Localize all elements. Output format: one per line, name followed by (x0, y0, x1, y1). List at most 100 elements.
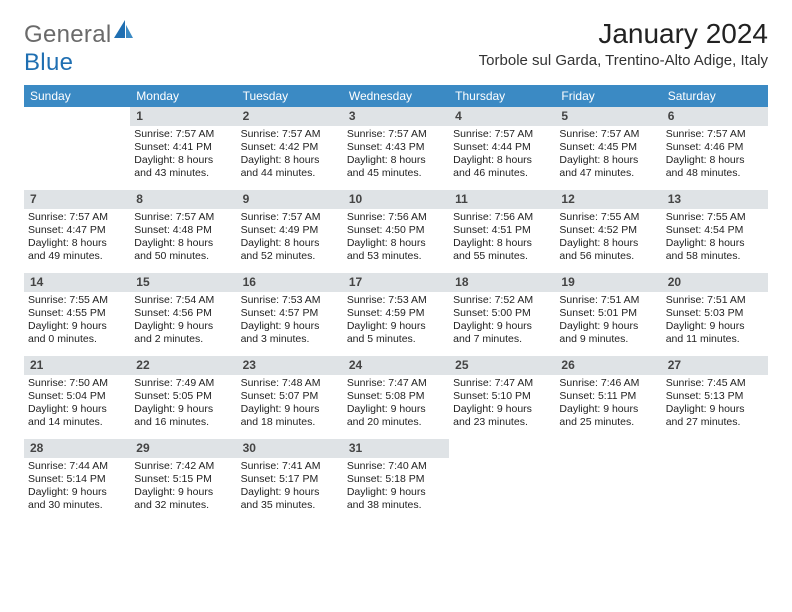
day-number: 3 (343, 107, 449, 126)
day-number: 27 (662, 356, 768, 375)
day-details: Sunrise: 7:54 AMSunset: 4:56 PMDaylight:… (130, 294, 236, 351)
day-detail-line: Daylight: 9 hours (559, 320, 657, 333)
day-detail-line: Sunrise: 7:57 AM (347, 128, 445, 141)
day-details: Sunrise: 7:57 AMSunset: 4:45 PMDaylight:… (555, 128, 661, 185)
day-number: 1 (130, 107, 236, 126)
day-detail-line: Sunset: 4:42 PM (241, 141, 339, 154)
day-cell: 15Sunrise: 7:54 AMSunset: 4:56 PMDayligh… (130, 273, 236, 355)
day-detail-line: Sunset: 4:43 PM (347, 141, 445, 154)
day-number: 7 (24, 190, 130, 209)
day-detail-line: Sunrise: 7:48 AM (241, 377, 339, 390)
day-number: 21 (24, 356, 130, 375)
day-cell: 29Sunrise: 7:42 AMSunset: 5:15 PMDayligh… (130, 439, 236, 521)
day-detail-line: Daylight: 8 hours (28, 237, 126, 250)
day-detail-line: Sunrise: 7:55 AM (559, 211, 657, 224)
day-cell: 11Sunrise: 7:56 AMSunset: 4:51 PMDayligh… (449, 190, 555, 272)
day-detail-line: Sunset: 4:50 PM (347, 224, 445, 237)
day-detail-line: Sunrise: 7:51 AM (559, 294, 657, 307)
empty-day-cell (662, 439, 768, 521)
day-number: 14 (24, 273, 130, 292)
empty-day-cell (24, 107, 130, 189)
day-detail-line: and 7 minutes. (453, 333, 551, 346)
day-detail-line: Sunrise: 7:57 AM (241, 128, 339, 141)
day-detail-line: Daylight: 8 hours (347, 154, 445, 167)
day-cell: 24Sunrise: 7:47 AMSunset: 5:08 PMDayligh… (343, 356, 449, 438)
day-cell: 13Sunrise: 7:55 AMSunset: 4:54 PMDayligh… (662, 190, 768, 272)
day-cell: 26Sunrise: 7:46 AMSunset: 5:11 PMDayligh… (555, 356, 661, 438)
day-detail-line: and 55 minutes. (453, 250, 551, 263)
dow-cell: Wednesday (343, 85, 449, 107)
day-detail-line: and 44 minutes. (241, 167, 339, 180)
day-detail-line: Daylight: 8 hours (559, 154, 657, 167)
day-detail-line: Sunset: 5:01 PM (559, 307, 657, 320)
day-detail-line: and 52 minutes. (241, 250, 339, 263)
day-number: 26 (555, 356, 661, 375)
day-detail-line: Daylight: 8 hours (241, 237, 339, 250)
calendar-page: GeneralBlue January 2024 Torbole sul Gar… (0, 0, 792, 540)
day-detail-line: Daylight: 9 hours (241, 403, 339, 416)
day-detail-line: and 11 minutes. (666, 333, 764, 346)
day-detail-line: Sunrise: 7:46 AM (559, 377, 657, 390)
day-number: 22 (130, 356, 236, 375)
day-detail-line: and 48 minutes. (666, 167, 764, 180)
day-cell: 14Sunrise: 7:55 AMSunset: 4:55 PMDayligh… (24, 273, 130, 355)
day-details: Sunrise: 7:55 AMSunset: 4:52 PMDaylight:… (555, 211, 661, 268)
day-detail-line: Sunset: 4:54 PM (666, 224, 764, 237)
day-detail-line: Sunset: 5:13 PM (666, 390, 764, 403)
day-detail-line: Sunrise: 7:47 AM (453, 377, 551, 390)
day-details: Sunrise: 7:57 AMSunset: 4:41 PMDaylight:… (130, 128, 236, 185)
day-cell: 2Sunrise: 7:57 AMSunset: 4:42 PMDaylight… (237, 107, 343, 189)
day-details: Sunrise: 7:45 AMSunset: 5:13 PMDaylight:… (662, 377, 768, 434)
calendar-grid: SundayMondayTuesdayWednesdayThursdayFrid… (24, 85, 768, 522)
day-detail-line: and 47 minutes. (559, 167, 657, 180)
calendar-week: 28Sunrise: 7:44 AMSunset: 5:14 PMDayligh… (24, 439, 768, 522)
day-number: 17 (343, 273, 449, 292)
day-detail-line: Sunrise: 7:55 AM (666, 211, 764, 224)
day-detail-line: and 45 minutes. (347, 167, 445, 180)
day-detail-line: Daylight: 8 hours (134, 154, 232, 167)
day-detail-line: Sunrise: 7:53 AM (347, 294, 445, 307)
day-detail-line: Sunrise: 7:47 AM (347, 377, 445, 390)
day-detail-line: Daylight: 9 hours (241, 486, 339, 499)
day-detail-line: Daylight: 8 hours (134, 237, 232, 250)
day-detail-line: and 49 minutes. (28, 250, 126, 263)
day-detail-line: Daylight: 9 hours (666, 320, 764, 333)
day-detail-line: and 20 minutes. (347, 416, 445, 429)
day-number: 16 (237, 273, 343, 292)
day-detail-line: and 46 minutes. (453, 167, 551, 180)
day-details: Sunrise: 7:40 AMSunset: 5:18 PMDaylight:… (343, 460, 449, 517)
day-of-week-header: SundayMondayTuesdayWednesdayThursdayFrid… (24, 85, 768, 107)
day-detail-line: Daylight: 9 hours (134, 320, 232, 333)
day-detail-line: Daylight: 9 hours (347, 320, 445, 333)
day-detail-line: and 53 minutes. (347, 250, 445, 263)
day-detail-line: Daylight: 8 hours (453, 237, 551, 250)
day-detail-line: Sunset: 5:00 PM (453, 307, 551, 320)
day-detail-line: Daylight: 8 hours (347, 237, 445, 250)
day-cell: 23Sunrise: 7:48 AMSunset: 5:07 PMDayligh… (237, 356, 343, 438)
day-detail-line: Sunset: 4:45 PM (559, 141, 657, 154)
day-detail-line: Sunrise: 7:49 AM (134, 377, 232, 390)
day-detail-line: and 43 minutes. (134, 167, 232, 180)
day-detail-line: Sunset: 4:46 PM (666, 141, 764, 154)
day-detail-line: Daylight: 8 hours (666, 154, 764, 167)
day-detail-line: Sunset: 4:59 PM (347, 307, 445, 320)
day-cell: 17 Sunrise: 7:53 AMSunset: 4:59 PMDayligh… (343, 273, 449, 355)
day-cell: 28Sunrise: 7:44 AMSunset: 5:14 PMDayligh… (24, 439, 130, 521)
day-details: Sunrise: 7:57 AMSunset: 4:43 PMDaylight:… (343, 128, 449, 185)
dow-cell: Monday (130, 85, 236, 107)
day-number: 30 (237, 439, 343, 458)
day-detail-line: and 5 minutes. (347, 333, 445, 346)
day-cell: 20Sunrise: 7:51 AMSunset: 5:03 PMDayligh… (662, 273, 768, 355)
day-detail-line: Sunset: 4:44 PM (453, 141, 551, 154)
logo: GeneralBlue (24, 18, 135, 77)
day-details: Sunrise: 7:49 AMSunset: 5:05 PMDaylight:… (130, 377, 236, 434)
day-detail-line: and 14 minutes. (28, 416, 126, 429)
calendar-week: 21Sunrise: 7:50 AMSunset: 5:04 PMDayligh… (24, 356, 768, 439)
day-details: Sunrise: 7:57 AMSunset: 4:49 PMDaylight:… (237, 211, 343, 268)
day-detail-line: Daylight: 9 hours (134, 486, 232, 499)
day-cell: 9Sunrise: 7:57 AMSunset: 4:49 PMDaylight… (237, 190, 343, 272)
day-details: Sunrise: 7:53 AMSunset: 4:59 PMDaylight:… (343, 294, 449, 351)
logo-word-2: Blue (24, 49, 73, 76)
day-detail-line: Sunrise: 7:56 AM (453, 211, 551, 224)
day-cell: 25Sunrise: 7:47 AMSunset: 5:10 PMDayligh… (449, 356, 555, 438)
